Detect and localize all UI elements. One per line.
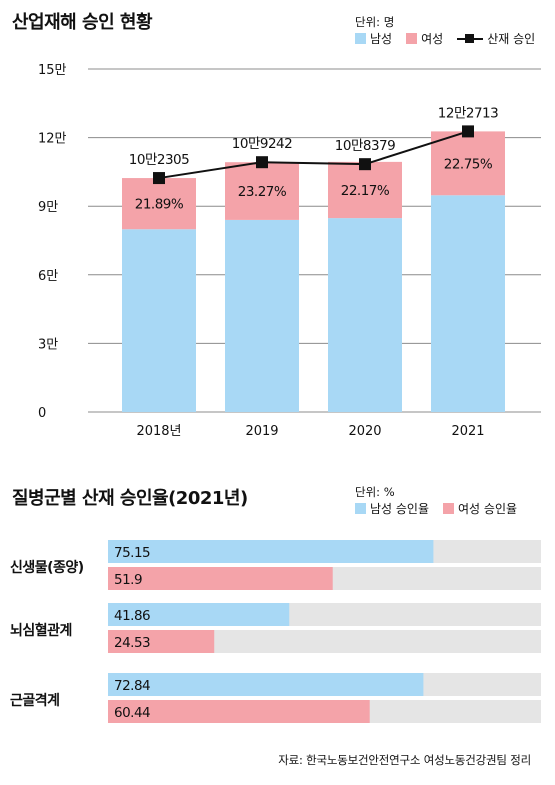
bar-female-rate [108, 700, 370, 723]
legend-female: 여성 [406, 30, 443, 47]
bar-male [225, 219, 299, 412]
legend-female-label: 여성 [421, 32, 444, 46]
category-label: 뇌심혈관계 [10, 622, 72, 639]
bar-male [431, 195, 505, 412]
bar-female [431, 131, 505, 196]
legend-total: 산재 승인 [457, 30, 535, 47]
legend2-female: 여성 승인율 [443, 500, 517, 517]
legend-male: 남성 [355, 30, 392, 47]
legend-male-swatch [355, 33, 366, 44]
legend-line-marker-icon [457, 33, 484, 44]
legend2-male-swatch [355, 503, 366, 514]
bar-female-rate [108, 567, 333, 590]
female-share-label: 22.75% [444, 156, 493, 172]
bar-male-rate [108, 673, 424, 696]
total-marker [256, 156, 268, 169]
y-tick-label: 0 [38, 406, 46, 421]
rate-value-label: 24.53 [114, 635, 150, 651]
female-share-label: 21.89% [135, 197, 184, 213]
total-line [158, 130, 469, 180]
bar-track [108, 630, 541, 653]
y-tick-label: 12만 [38, 132, 67, 147]
bar-male [328, 218, 402, 412]
chart1-legend: 남성 여성 산재 승인 [355, 30, 535, 47]
female-share-label: 23.27% [238, 184, 287, 200]
category-label: 근골격계 [10, 692, 60, 709]
bar-male [122, 229, 196, 412]
rate-value-label: 72.84 [114, 678, 150, 694]
x-tick-label: 2020 [348, 424, 381, 439]
legend2-male-label: 남성 승인율 [370, 502, 430, 516]
x-tick-label: 2019 [245, 424, 278, 439]
y-tick-label: 3만 [38, 337, 58, 352]
total-value-label: 10만8379 [335, 138, 395, 154]
bar-female [122, 178, 196, 230]
bar-female-rate [108, 630, 215, 653]
rate-value-label: 75.15 [114, 545, 150, 561]
legend2-female-swatch [443, 503, 455, 514]
chart1-title: 산업재해 승인 현황 [12, 12, 153, 33]
chart2-legend: 남성 승인율 여성 승인율 [355, 500, 517, 517]
chart2-title: 질병군별 산재 승인율(2021년) [12, 488, 248, 509]
chart1-unit: 단위: 명 [355, 15, 395, 29]
bar-female [328, 161, 402, 219]
bar-male-rate [108, 603, 290, 626]
source-note: 자료: 한국노동보건안전연구소 여성노동건강권팀 정리 [278, 753, 531, 767]
bar-male-rate [108, 540, 434, 563]
female-share-label: 22.17% [341, 183, 390, 199]
x-tick-label: 2021 [451, 424, 484, 439]
total-value-label: 12만2713 [438, 105, 498, 121]
legend-male-label: 남성 [370, 32, 393, 46]
rate-value-label: 51.9 [114, 572, 142, 588]
total-marker [153, 172, 165, 185]
legend-female-swatch [406, 33, 418, 44]
y-tick-label: 15만 [38, 63, 67, 78]
stacked-bar-chart: 0 3만 6만 9만 12만 15만 21.89% 2018년 23.27% 2019 22.17%… [38, 63, 541, 439]
legend-total-label: 산재 승인 [487, 32, 536, 46]
total-value-label: 10만2305 [129, 152, 189, 168]
category-label: 신생물(종양) [10, 560, 84, 576]
x-tick-label: 2018년 [136, 424, 181, 439]
y-tick-label: 6만 [38, 269, 58, 284]
legend2-female-label: 여성 승인율 [458, 502, 518, 516]
chart2-unit: 단위: % [355, 485, 395, 499]
bar-female [225, 162, 299, 220]
rate-value-label: 60.44 [114, 705, 150, 721]
horizontal-bar-chart: 신생물(종양) 75.15 51.9 뇌심혈관계 41.86 24.53 근골격계 72.84… [10, 540, 541, 723]
total-value-label: 10만9242 [232, 136, 292, 152]
rate-value-label: 41.86 [114, 608, 150, 624]
y-tick-label: 9만 [38, 200, 58, 215]
legend2-male: 남성 승인율 [355, 500, 429, 517]
total-marker [359, 158, 371, 171]
total-marker [462, 125, 474, 138]
